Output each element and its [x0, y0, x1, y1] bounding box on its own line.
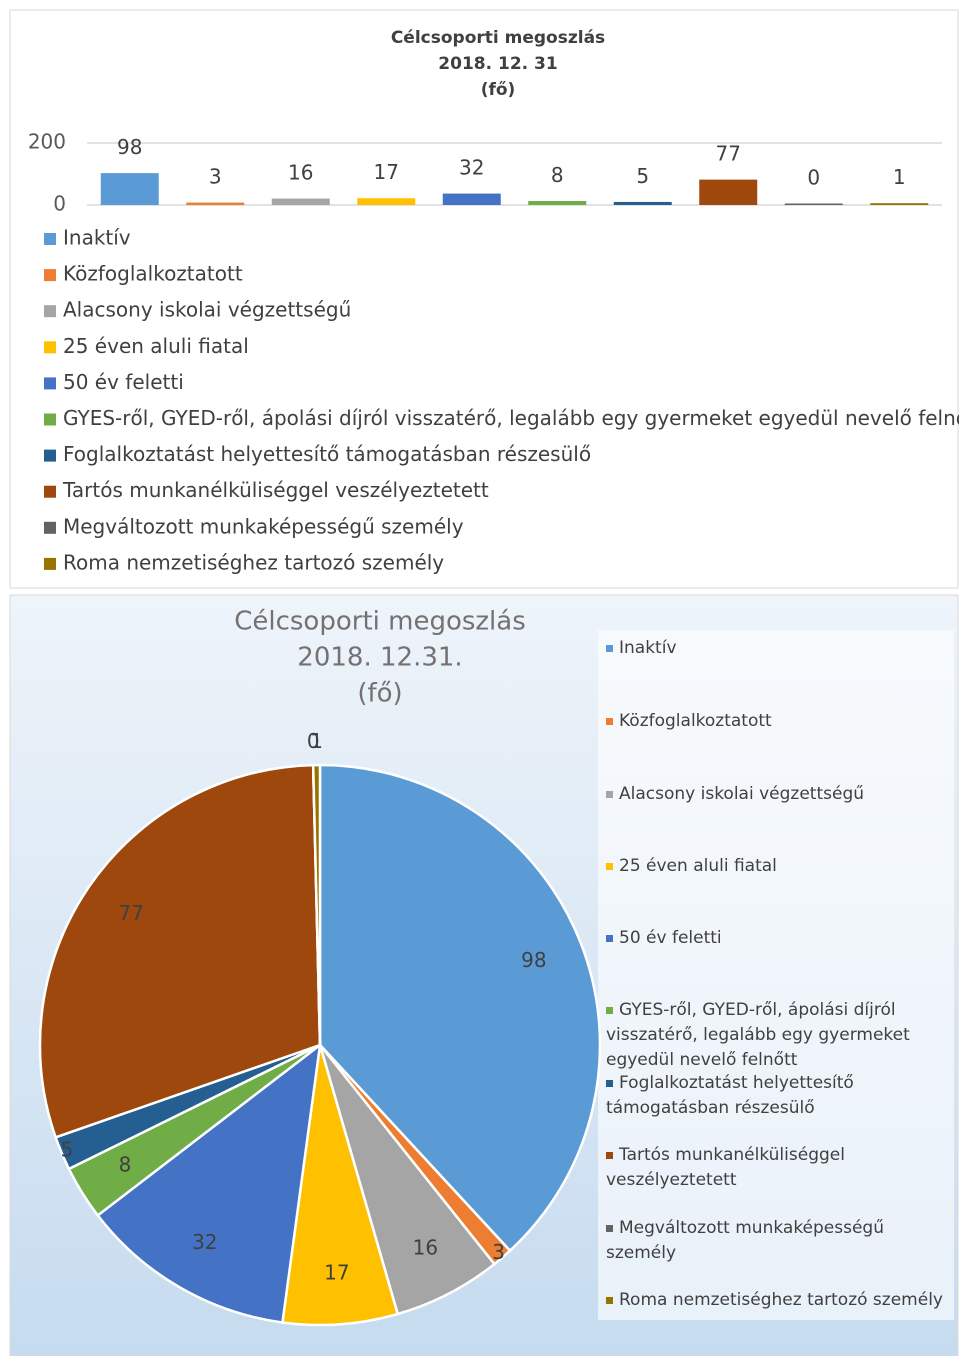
legend-swatch — [44, 305, 56, 318]
legend-label: Közfoglalkoztatott — [63, 262, 243, 286]
bar-frame — [9, 9, 959, 589]
data-label: 16 — [288, 161, 313, 185]
legend-swatch — [606, 1079, 613, 1087]
legend-label: Alacsony iskolai végzettségű — [63, 298, 351, 322]
legend-label: Roma nemzetiséghez tartozó személy — [619, 1290, 943, 1310]
chart-title: Célcsoporti megoszlás — [391, 28, 605, 48]
bar — [528, 201, 587, 205]
legend-swatch — [606, 790, 613, 798]
data-label: 98 — [521, 948, 546, 972]
legend-swatch — [606, 862, 613, 870]
data-label: 17 — [324, 1260, 349, 1284]
legend-swatch — [44, 557, 56, 570]
pie-slice — [96, 1042, 322, 1324]
legend-item: Alacsony iskolai végzettségű — [606, 782, 946, 807]
legend-swatch — [44, 341, 56, 354]
legend-swatch — [606, 1006, 613, 1014]
legend-item: Foglalkoztatást helyettesítő támogatásba… — [606, 1071, 946, 1121]
legend-item: Megváltozott munkaképességű személy — [606, 1216, 946, 1266]
data-label: 1 — [310, 729, 323, 753]
chart-title: Célcsoporti megoszlás — [234, 607, 526, 637]
legend-label: Alacsony iskolai végzettségű — [619, 784, 865, 804]
legend-swatch — [44, 521, 56, 534]
legend-label: Megváltozott munkaképességű személy — [606, 1218, 885, 1263]
bar — [186, 202, 245, 205]
legend-swatch — [606, 1296, 613, 1304]
legend-swatch — [606, 1224, 613, 1232]
legend-label: GYES-ről, GYED-ről, ápolási díjról vissz… — [606, 1000, 910, 1070]
legend-swatch — [44, 449, 56, 462]
legend-swatch — [44, 233, 56, 245]
legend-swatch — [44, 377, 56, 390]
data-label: 5 — [636, 164, 649, 188]
data-label: 77 — [118, 901, 143, 925]
legend-swatch — [606, 644, 613, 652]
data-label: 5 — [61, 1138, 74, 1162]
legend-swatch — [606, 1151, 613, 1159]
legend-label: Foglalkoztatást helyettesítő támogatásba… — [606, 1073, 854, 1118]
y-tick-label: 200 — [28, 130, 66, 154]
data-label: 0 — [307, 729, 320, 753]
legend-label: 25 éven aluli fiatal — [63, 334, 249, 358]
legend-item: 25 éven aluli fiatal — [606, 854, 946, 879]
bar — [699, 179, 758, 205]
legend-label: Közfoglalkoztatott — [619, 711, 772, 731]
legend-label: 50 év feletti — [63, 370, 184, 394]
bar — [100, 173, 159, 205]
legend-item: Közfoglalkoztatott — [606, 709, 946, 734]
data-label: 77 — [716, 142, 741, 166]
legend-label: Tartós munkanélküliséggel veszélyeztetet… — [62, 478, 489, 502]
legend-swatch — [606, 717, 613, 725]
legend-item: Roma nemzetiséghez tartozó személy — [606, 1288, 946, 1313]
legend-swatch — [44, 485, 56, 498]
legend-label: 50 év feletti — [619, 928, 722, 948]
data-label: 16 — [413, 1235, 438, 1259]
legend-label: Roma nemzetiséghez tartozó személy — [63, 550, 444, 574]
pie-slice — [311, 763, 322, 1046]
pie-slice — [318, 763, 602, 1253]
pie-legend-bg — [598, 630, 954, 1320]
bar — [442, 193, 501, 205]
legend-label: GYES-ről, GYED-ről, ápolási díjról vissz… — [63, 406, 959, 430]
legend-label: Tartós munkanélküliséggel veszélyeztetet… — [606, 1145, 845, 1190]
legend-swatch — [606, 934, 613, 942]
chart-title: (fő) — [357, 679, 402, 709]
data-label: 0 — [807, 166, 820, 190]
chart-title: (fő) — [481, 80, 516, 100]
legend-label: Inaktív — [619, 638, 677, 658]
bar — [271, 198, 330, 205]
legend-item: 50 év feletti — [606, 926, 946, 951]
data-label: 32 — [192, 1230, 217, 1254]
legend-label: Foglalkoztatást helyettesítő támogatásba… — [63, 442, 591, 466]
legend-label: 25 éven aluli fiatal — [619, 856, 777, 876]
chart-title: 2018. 12. 31 — [438, 54, 557, 74]
data-label: 3 — [209, 165, 222, 189]
data-label: 32 — [459, 156, 484, 180]
legend-item: Tartós munkanélküliséggel veszélyeztetet… — [606, 1143, 946, 1193]
bar — [357, 198, 416, 205]
legend-label: Inaktív — [63, 226, 131, 250]
data-label: 98 — [117, 135, 142, 159]
legend-item: Inaktív — [606, 636, 946, 661]
bar — [870, 203, 929, 205]
data-label: 1 — [893, 165, 906, 189]
data-label: 17 — [374, 160, 399, 184]
legend-item: GYES-ről, GYED-ről, ápolási díjról vissz… — [606, 998, 946, 1073]
legend-swatch — [44, 269, 56, 282]
data-label: 8 — [119, 1153, 132, 1177]
legend-swatch — [44, 413, 56, 426]
y-tick-label: 0 — [53, 192, 66, 216]
bar — [613, 201, 672, 205]
chart-title: 2018. 12.31. — [297, 643, 462, 673]
pie-slice — [38, 763, 322, 1139]
bar — [784, 203, 843, 205]
legend-label: Megváltozott munkaképességű személy — [63, 514, 464, 538]
data-label: 8 — [551, 163, 564, 187]
data-label: 3 — [492, 1240, 505, 1264]
